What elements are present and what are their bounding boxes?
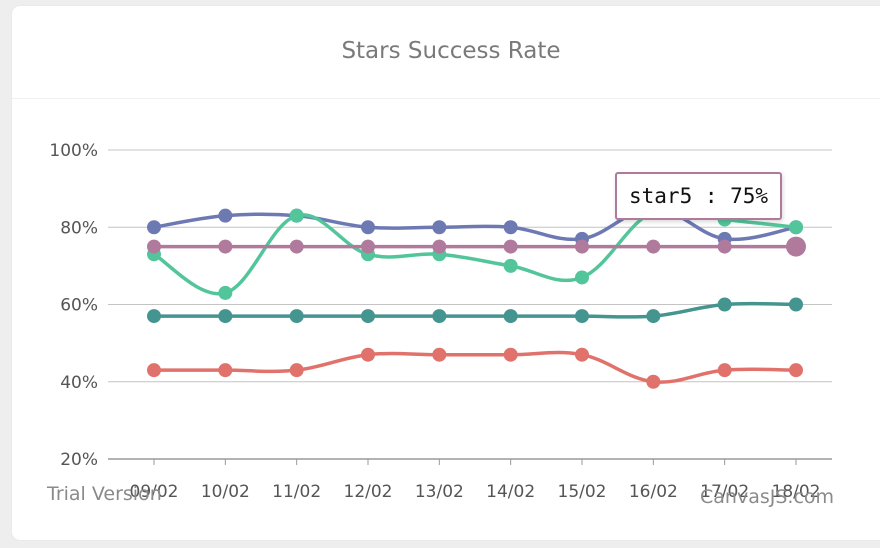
series-line-3 <box>147 297 803 324</box>
data-point-16/02 <box>646 374 661 389</box>
y-axis-ticks: 20% 40% 60% 80% 100% <box>49 141 98 470</box>
data-point-11/02 <box>289 239 304 254</box>
data-point-13/02 <box>432 220 447 235</box>
data-point-10/02 <box>218 208 233 223</box>
data-point-10/02 <box>218 239 233 254</box>
data-point-12/02 <box>361 239 375 254</box>
data-point-12/02 <box>361 347 375 362</box>
data-point-15/02 <box>575 270 589 285</box>
data-point-18/02 <box>786 236 806 257</box>
x-tick-09/02: 09/02 <box>130 482 179 502</box>
data-point-17/02 <box>717 363 732 378</box>
series-star5 <box>147 236 806 257</box>
data-point-16/02 <box>646 309 661 324</box>
x-tick-12/02: 12/02 <box>344 482 393 502</box>
x-tick-15/02: 15/02 <box>558 482 607 502</box>
data-point-09/02 <box>147 239 161 254</box>
chart-title: Stars Success Rate <box>341 38 561 64</box>
x-tick-16/02: 16/02 <box>629 482 678 502</box>
chart-card: Stars Success Rate <box>12 6 880 540</box>
x-axis-ticks: 09/02 10/02 11/02 12/02 13/02 14/02 15/02 16/02… <box>130 459 821 502</box>
series-line <box>153 206 797 296</box>
data-point-09/02 <box>147 309 161 324</box>
data-point-13/02 <box>432 239 447 254</box>
y-tick-60%: 60% <box>60 296 98 316</box>
data-point-11/02 <box>289 363 304 378</box>
y-tick-100%: 100% <box>49 141 98 161</box>
data-point-14/02 <box>503 309 518 324</box>
data-point-14/02 <box>503 239 518 254</box>
x-tick-11/02: 11/02 <box>272 482 321 502</box>
chart-tooltip: star5 : 75% <box>615 172 783 220</box>
data-point-15/02 <box>575 309 589 324</box>
watermark-canvasjs: CanvasJS.com <box>700 486 834 508</box>
data-point-18/02 <box>789 363 803 378</box>
data-point-10/02 <box>218 309 233 324</box>
data-point-10/02 <box>218 363 233 378</box>
x-tick-18/02: 18/02 <box>772 482 821 502</box>
data-point-09/02 <box>147 363 161 378</box>
y-tick-20%: 20% <box>60 450 98 470</box>
watermark-trial-version: Trial Version <box>46 483 162 505</box>
data-point-17/02 <box>717 239 732 254</box>
data-point-16/02 <box>646 239 661 254</box>
data-point-13/02 <box>432 347 447 362</box>
data-point-11/02 <box>289 208 304 223</box>
card-header: Stars Success Rate <box>12 6 880 99</box>
series-line <box>153 350 797 384</box>
y-tick-80%: 80% <box>60 218 98 238</box>
y-tick-40%: 40% <box>60 373 98 393</box>
data-point-18/02 <box>789 220 803 235</box>
data-point-15/02 <box>575 239 589 254</box>
data-point-13/02 <box>432 309 447 324</box>
series-line-4 <box>147 347 803 389</box>
series-group <box>147 200 806 389</box>
data-point-18/02 <box>789 297 803 312</box>
data-point-10/02 <box>218 285 233 300</box>
x-tick-13/02: 13/02 <box>415 482 464 502</box>
x-tick-10/02: 10/02 <box>201 482 250 502</box>
series-line <box>154 301 797 319</box>
data-point-12/02 <box>361 309 375 324</box>
data-point-17/02 <box>717 297 732 312</box>
data-point-09/02 <box>147 220 161 235</box>
x-tick-14/02: 14/02 <box>486 482 535 502</box>
data-point-14/02 <box>503 347 518 362</box>
data-point-15/02 <box>575 347 589 362</box>
x-tick-17/02: 17/02 <box>700 482 749 502</box>
series-line <box>153 206 797 242</box>
data-point-14/02 <box>503 258 518 273</box>
data-point-14/02 <box>503 220 518 235</box>
data-point-12/02 <box>361 220 375 235</box>
data-point-11/02 <box>289 309 304 324</box>
